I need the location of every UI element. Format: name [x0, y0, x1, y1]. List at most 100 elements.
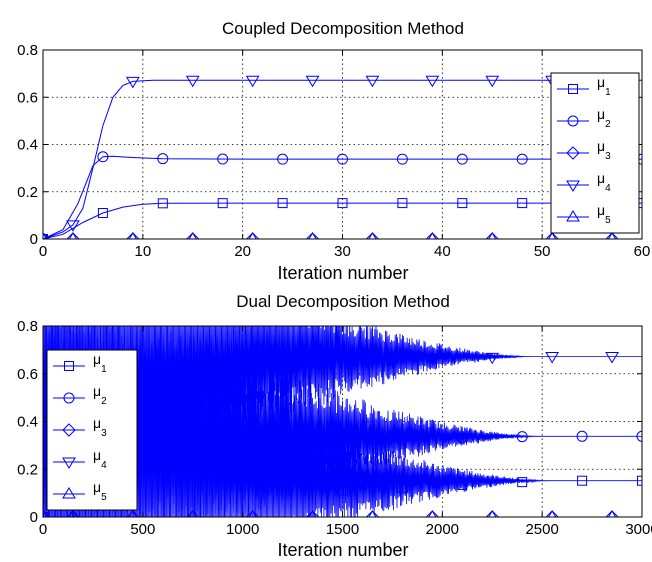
- chart-title: Dual Decomposition Method: [236, 292, 450, 311]
- diamond-marker: [186, 232, 200, 239]
- square-marker: [337, 485, 348, 496]
- circle-marker: [516, 431, 528, 443]
- diamond-marker: [126, 232, 140, 239]
- series-mu3: [43, 510, 642, 517]
- diamond-marker: [545, 232, 559, 239]
- triangle-down-marker: [365, 75, 380, 88]
- diamond-marker: [485, 232, 499, 239]
- diamond-marker: [305, 232, 320, 239]
- y-tick-label: 0.4: [17, 137, 38, 154]
- circle-marker: [396, 153, 408, 165]
- triangle-up-marker: [62, 487, 76, 499]
- triangle-down-marker: [365, 355, 380, 367]
- x-tick-label: 60: [634, 243, 651, 260]
- legend-label: μ1: [597, 74, 611, 98]
- triangle-up-marker: [488, 232, 497, 239]
- triangle-down-marker: [485, 75, 500, 88]
- y-tick-label: 0.2: [17, 461, 38, 478]
- square-marker: [457, 198, 468, 209]
- triangle-up-marker: [488, 510, 497, 517]
- triangle-down-marker: [125, 76, 140, 89]
- triangle-down-marker: [545, 352, 560, 364]
- legend-symbol: μ: [93, 415, 101, 431]
- legend-subscript: 4: [101, 460, 107, 471]
- circle-marker: [636, 430, 642, 442]
- square-marker: [64, 361, 74, 371]
- legend-subscript: 5: [101, 492, 107, 503]
- diamond-marker: [425, 232, 440, 239]
- diamond-marker: [43, 510, 50, 517]
- series-group: [43, 326, 642, 517]
- triangle-down-marker: [566, 180, 580, 192]
- legend-symbol: μ: [597, 138, 605, 154]
- legend-subscript: 5: [605, 215, 611, 226]
- legend-symbol: μ: [597, 170, 605, 186]
- series-line: [43, 326, 642, 517]
- legend-entry: μ1: [557, 74, 611, 98]
- triangle-up-marker: [248, 232, 257, 239]
- triangle-up-marker: [547, 510, 557, 517]
- circle-marker: [396, 433, 408, 445]
- triangle-up-marker: [188, 510, 197, 517]
- y-tick-label: 0.8: [17, 318, 38, 335]
- circle-marker: [567, 115, 579, 127]
- x-axis-label: Iteration number: [277, 263, 408, 283]
- x-tick-label: 30: [334, 243, 351, 260]
- circle-marker: [456, 432, 468, 444]
- y-tick-label: 0: [30, 231, 38, 248]
- legend-entry: μ5: [53, 479, 107, 503]
- diamond-marker: [605, 232, 619, 239]
- square-marker: [568, 84, 578, 94]
- square-marker: [397, 198, 408, 209]
- legend-label: μ3: [597, 138, 611, 162]
- circle-marker: [516, 153, 528, 165]
- legend-subscript: 2: [101, 396, 107, 407]
- legend-entry: μ2: [557, 106, 611, 130]
- series-mu5: [43, 232, 642, 239]
- triangle-up-marker: [368, 232, 377, 239]
- legend-entry: μ2: [53, 383, 107, 407]
- circle-marker: [157, 153, 169, 165]
- x-tick-label: 0: [39, 243, 47, 260]
- x-tick-label: 1000: [226, 521, 259, 538]
- diamond-marker: [305, 510, 320, 517]
- circle-marker: [63, 392, 75, 404]
- y-tick-label: 0: [30, 509, 38, 526]
- triangle-up-marker: [607, 232, 617, 239]
- square-marker: [337, 198, 348, 209]
- x-tick-label: 3000: [625, 521, 652, 538]
- series-mu4: [43, 326, 642, 517]
- legend-entry: μ4: [53, 447, 107, 471]
- legend-symbol: μ: [597, 74, 605, 90]
- legend-label: μ1: [93, 351, 107, 375]
- coupled-decomposition-chart: Coupled Decomposition Method 00.20.40.60…: [17, 19, 650, 283]
- x-tick-label: 10: [134, 243, 151, 260]
- legend-subscript: 1: [101, 364, 107, 375]
- legend-label: μ4: [93, 447, 107, 471]
- triangle-up-marker: [547, 232, 557, 239]
- triangle-up-marker: [43, 232, 48, 239]
- y-tick-label: 0.4: [17, 414, 38, 431]
- triangle-down-marker: [305, 75, 320, 88]
- triangle-down-marker: [605, 352, 619, 364]
- diamond-marker: [245, 232, 260, 239]
- triangle-up-marker: [308, 232, 317, 239]
- square-marker: [157, 198, 168, 209]
- x-tick-label: 50: [534, 243, 551, 260]
- square-marker: [577, 475, 588, 486]
- square-marker: [637, 475, 642, 486]
- legend-entry: μ1: [53, 351, 107, 375]
- x-tick-label: 2000: [426, 521, 459, 538]
- y-tick-label: 0.2: [17, 184, 38, 201]
- legend-symbol: μ: [597, 202, 605, 218]
- circle-marker: [337, 434, 348, 446]
- x-tick-label: 0: [39, 521, 47, 538]
- circle-marker: [97, 151, 109, 163]
- legend-entry: μ4: [557, 170, 611, 194]
- legend-entry: μ3: [557, 138, 611, 162]
- square-marker: [217, 198, 228, 209]
- triangle-down-marker: [66, 220, 80, 232]
- legend-subscript: 1: [605, 87, 611, 98]
- triangle-down-marker: [245, 75, 260, 88]
- triangle-up-marker: [68, 510, 78, 517]
